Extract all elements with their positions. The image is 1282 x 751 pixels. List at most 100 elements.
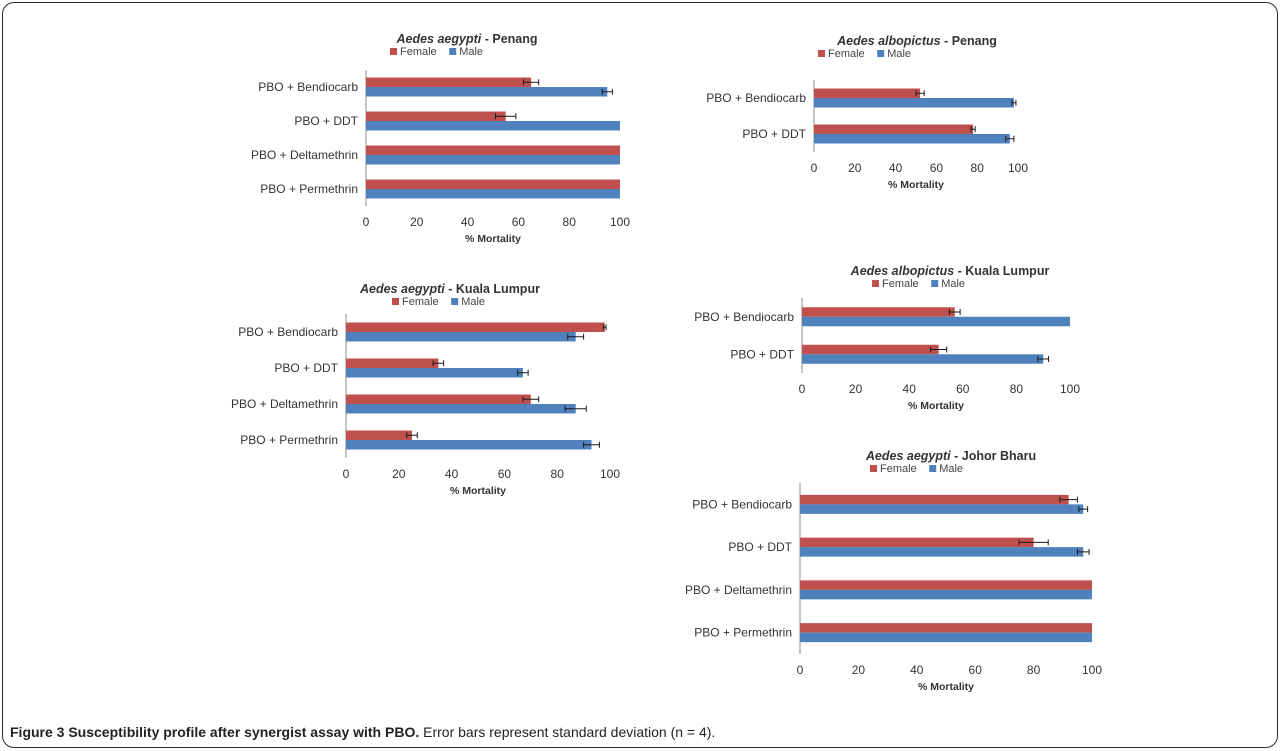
x-axis-label: % Mortality: [908, 400, 964, 412]
x-tick-label-1: 20: [849, 382, 863, 396]
category-label-1: PBO + DDT: [274, 361, 338, 375]
error-bar-male-3: [583, 441, 600, 448]
category-label-0: PBO + Bendiocarb: [706, 91, 806, 105]
bar-male-3: [366, 189, 620, 199]
x-tick-label-5: 100: [1008, 161, 1028, 175]
bar-male-2: [800, 589, 1092, 600]
error-bar-female-3: [406, 432, 418, 439]
legend: Female Male: [818, 48, 911, 60]
figure-caption: Figure 3 Susceptibility profile after sy…: [10, 724, 1270, 740]
bar-female-3: [346, 430, 412, 440]
error-bar-female-0: [1059, 496, 1078, 503]
bar-female-0: [346, 322, 605, 332]
category-label-0: PBO + Bendiocarb: [692, 497, 792, 511]
x-tick-label-3: 60: [969, 663, 983, 677]
error-bar-male-0: [601, 88, 613, 95]
caption-label: Figure 3 Susceptibility profile after sy…: [10, 724, 420, 740]
bar-male-1: [346, 368, 523, 378]
category-label-0: PBO + Bendiocarb: [258, 80, 358, 94]
x-tick-label-0: 0: [363, 215, 370, 229]
error-bar-female-0: [602, 324, 607, 331]
error-bar-male-2: [564, 405, 587, 412]
x-tick-label-4: 80: [551, 467, 565, 481]
legend-swatch-male: [931, 280, 939, 287]
legend-swatch-female: [818, 50, 825, 57]
error-bar-female-1: [1018, 539, 1049, 546]
x-axis-label: % Mortality: [465, 233, 521, 245]
legend: Female Male: [392, 296, 485, 308]
bar-female-2: [366, 145, 620, 155]
chart-title: Aedes aegypti - Penang: [395, 32, 537, 46]
bar-male-2: [346, 404, 576, 414]
title-location: - Kuala Lumpur: [445, 282, 540, 296]
category-label-0: PBO + Bendiocarb: [694, 310, 794, 324]
error-bar-female-0: [522, 79, 540, 86]
legend-label-male: Male: [459, 46, 483, 58]
bar-male-0: [800, 504, 1084, 514]
chart-title: Aedes albopictus - Penang: [836, 34, 997, 48]
error-bar-female-1: [970, 126, 976, 133]
x-tick-label-2: 40: [910, 663, 924, 677]
bar-female-2: [346, 394, 531, 404]
bar-male-2: [366, 155, 620, 165]
error-bar-female-1: [930, 346, 948, 353]
error-bar-female-0: [915, 90, 925, 97]
x-tick-label-0: 0: [797, 663, 804, 677]
chart-title: Aedes albopictus - Kuala Lumpur: [850, 264, 1050, 278]
bar-female-1: [800, 537, 1034, 548]
error-bar-male-1: [1037, 356, 1050, 362]
bar-female-1: [814, 124, 974, 134]
chart-title: Aedes aegypti - Kuala Lumpur: [359, 282, 540, 296]
category-label-1: PBO + DDT: [728, 540, 792, 554]
error-bar-male-0: [567, 333, 585, 340]
category-label-1: PBO + DDT: [742, 127, 806, 141]
x-tick-label-4: 80: [563, 215, 577, 229]
legend: Female Male: [870, 463, 963, 475]
x-tick-label-4: 80: [971, 161, 985, 175]
x-axis-label: % Mortality: [888, 179, 944, 191]
x-tick-label-4: 80: [1027, 663, 1041, 677]
bar-female-3: [366, 179, 620, 189]
legend-label-female: Female: [828, 48, 865, 60]
x-tick-label-0: 0: [799, 382, 806, 396]
x-tick-label-5: 100: [1060, 382, 1080, 396]
x-tick-label-1: 20: [852, 663, 866, 677]
error-bar-female-0: [948, 309, 961, 315]
x-axis-label: % Mortality: [450, 485, 506, 497]
category-label-2: PBO + Deltamethrin: [251, 148, 358, 162]
legend-label-female: Female: [882, 278, 919, 290]
category-label-2: PBO + Deltamethrin: [231, 397, 338, 411]
title-location: - Penang: [481, 32, 537, 46]
x-tick-label-3: 60: [930, 161, 944, 175]
bar-male-0: [346, 332, 576, 342]
bar-male-1: [800, 547, 1084, 557]
title-species: Aedes aegypti: [359, 282, 445, 296]
legend-swatch-female: [870, 465, 877, 472]
x-tick-label-3: 60: [956, 382, 970, 396]
legend-swatch-female: [872, 280, 879, 287]
title-species: Aedes aegypti: [395, 32, 481, 46]
category-label-2: PBO + Deltamethrin: [685, 583, 792, 597]
x-tick-label-0: 0: [343, 467, 350, 481]
error-bar-female-2: [522, 396, 540, 403]
title-location: - Johor Bharu: [951, 449, 1036, 463]
title-species: Aedes albopictus: [850, 264, 955, 278]
bar-female-2: [800, 580, 1092, 590]
legend-label-male: Male: [939, 463, 963, 475]
bar-male-3: [800, 632, 1092, 643]
legend-label-male: Male: [461, 296, 485, 308]
legend-swatch-male: [877, 50, 885, 57]
bar-female-0: [802, 307, 955, 317]
error-bar-female-1: [432, 360, 445, 367]
legend-swatch-male: [451, 298, 459, 305]
bar-male-0: [802, 316, 1070, 327]
bar-male-1: [366, 121, 620, 131]
error-bar-male-0: [1011, 99, 1017, 106]
caption-text: Error bars represent standard deviation …: [419, 724, 716, 740]
bar-male-0: [814, 98, 1014, 108]
legend-swatch-male: [929, 465, 937, 472]
